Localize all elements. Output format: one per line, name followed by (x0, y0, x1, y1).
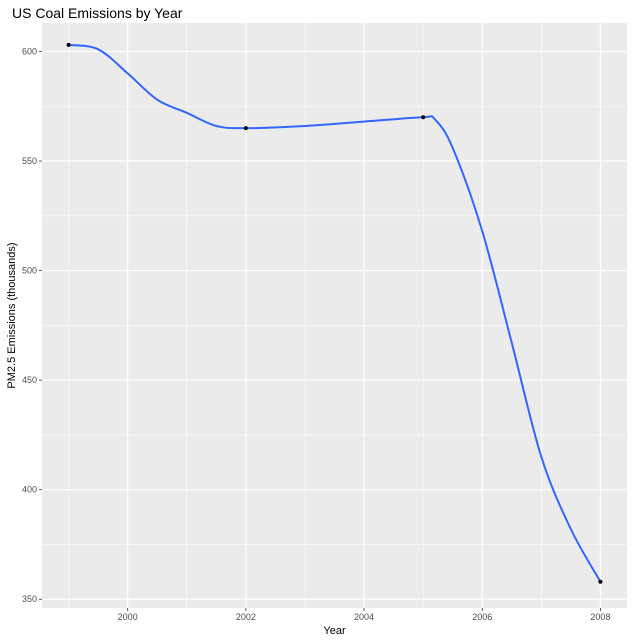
grid-major (42, 23, 627, 608)
chart-title: US Coal Emissions by Year (12, 5, 183, 21)
y-axis: 350 400 450 500 550 600 (22, 46, 42, 604)
x-tick-label: 2002 (236, 612, 256, 622)
data-point (243, 126, 248, 131)
plot-panel (42, 23, 627, 608)
y-axis-title: PM2.5 Emissions (thousands) (6, 242, 18, 388)
x-tick-label: 2004 (354, 612, 374, 622)
x-tick-label: 2000 (118, 612, 138, 622)
y-tick-label: 400 (22, 485, 37, 495)
data-point (421, 115, 426, 120)
series (68, 43, 602, 583)
data-point (598, 579, 603, 584)
x-axis: 2000 2002 2004 2006 2008 (118, 608, 610, 622)
x-tick-label: 2006 (472, 612, 492, 622)
x-tick-label: 2008 (590, 612, 610, 622)
y-tick-label: 500 (22, 266, 37, 276)
data-points (66, 42, 603, 584)
y-tick-label: 450 (22, 375, 37, 385)
y-tick-label: 350 (22, 594, 37, 604)
x-axis-title: Year (323, 625, 346, 637)
data-point (66, 42, 71, 47)
y-tick-label: 550 (22, 156, 37, 166)
y-tick-label: 600 (22, 46, 37, 56)
smooth-line (68, 43, 602, 583)
grid-minor (42, 23, 627, 608)
